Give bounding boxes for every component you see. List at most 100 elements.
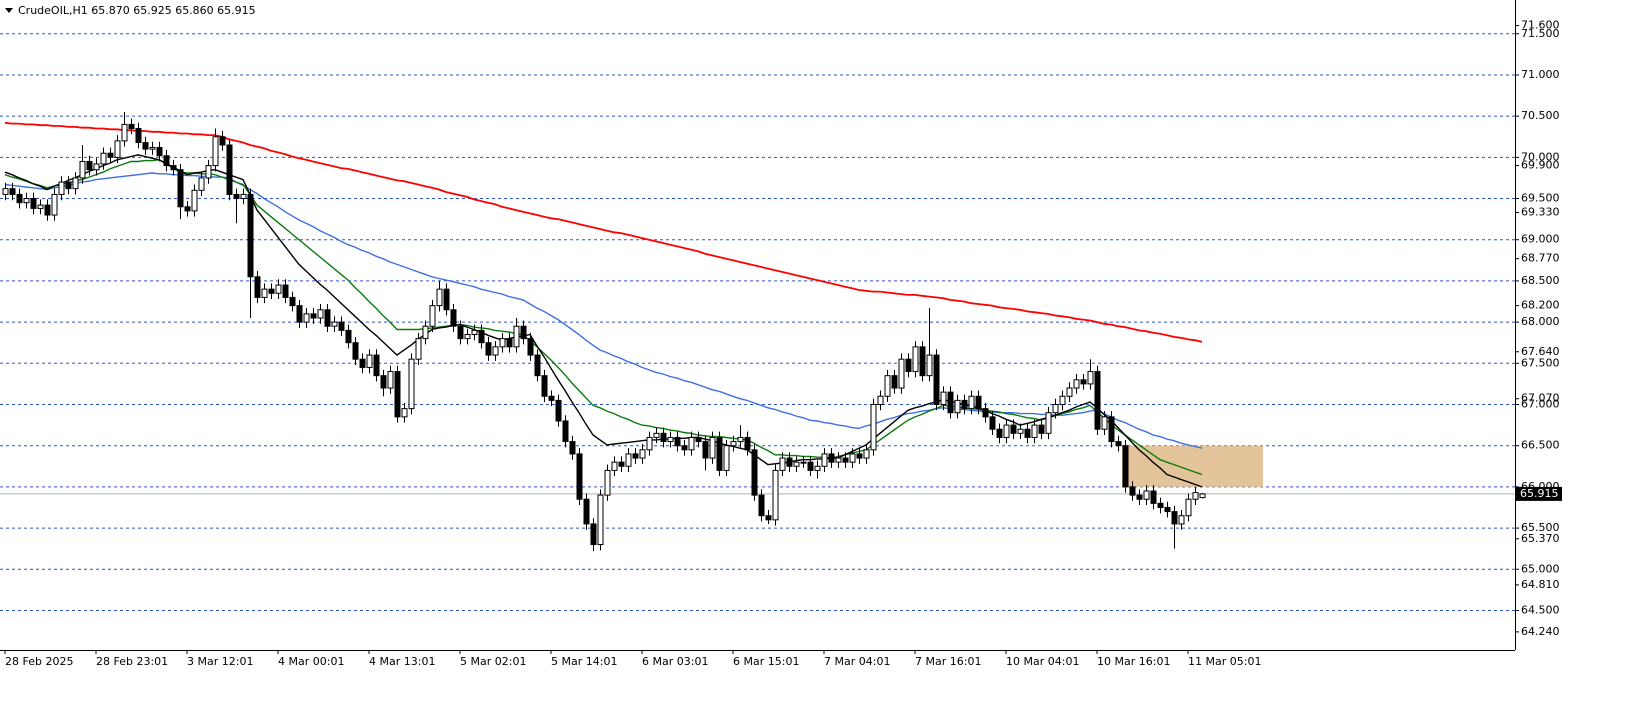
candle-body <box>170 165 177 171</box>
y-tick-label: 71.600 <box>1521 19 1560 32</box>
candle-body <box>646 436 653 451</box>
y-tick-label: 70.000 <box>1521 150 1560 163</box>
y-tick-label: 71.000 <box>1521 68 1560 81</box>
candle-body <box>121 123 128 142</box>
candle-body <box>114 140 121 158</box>
candle-body <box>1171 511 1178 525</box>
candle-body <box>618 461 625 467</box>
candle-body <box>772 469 779 521</box>
y-tick-label: 69.330 <box>1521 206 1560 219</box>
candle-body <box>485 342 492 356</box>
candle-body <box>1010 424 1017 434</box>
candle-body <box>1150 490 1157 504</box>
candle-body <box>877 395 884 405</box>
candle-body <box>212 136 219 167</box>
candle-body <box>23 198 30 204</box>
candle-body <box>604 469 611 496</box>
candle-body <box>1087 371 1094 385</box>
candle-body <box>338 321 345 331</box>
candle-body <box>1157 502 1164 508</box>
candle-body <box>254 276 261 298</box>
y-tick-label: 65.370 <box>1521 532 1560 545</box>
y-tick-label: 65.000 <box>1521 562 1560 575</box>
candle-body <box>863 449 870 459</box>
candle-body <box>303 313 310 323</box>
candle-body <box>912 346 919 373</box>
candle-body <box>30 198 37 209</box>
candle-body <box>562 420 569 443</box>
candle-body <box>513 325 520 348</box>
candle-body <box>1031 424 1038 438</box>
candle-body <box>667 436 674 443</box>
candle-body <box>401 408 408 418</box>
candle-body <box>79 160 86 179</box>
candle-body <box>884 375 891 397</box>
candle-body <box>107 152 114 158</box>
candle-body <box>681 445 688 451</box>
candle-body <box>996 428 1003 438</box>
candle-body <box>660 432 667 443</box>
candle-body <box>1136 494 1143 500</box>
candle-body <box>891 375 898 389</box>
ma-line <box>4 121 1203 343</box>
candle-body <box>198 177 205 191</box>
candle-body <box>828 453 835 463</box>
candle-body <box>807 461 814 471</box>
candle-body <box>541 375 548 397</box>
candle-body <box>583 498 590 525</box>
y-tick-label: 68.000 <box>1521 315 1560 328</box>
candle-body <box>310 313 317 319</box>
candle-body <box>800 461 807 464</box>
candle-body <box>1129 486 1136 496</box>
candle-body <box>933 354 940 405</box>
candle-body <box>163 155 170 167</box>
x-tick-label: 5 Mar 02:01 <box>460 655 526 668</box>
candle-body <box>520 325 527 340</box>
candle-body <box>968 395 975 410</box>
candle-body <box>394 371 401 418</box>
y-tick-label: 69.900 <box>1521 159 1560 172</box>
lines-layer <box>4 121 1203 488</box>
candle-body <box>184 206 191 212</box>
x-tick-label: 10 Mar 04:01 <box>1006 655 1079 668</box>
candle-body <box>1094 371 1101 430</box>
candle-body <box>1024 428 1031 438</box>
candle-body <box>1108 416 1115 443</box>
candle-body <box>478 329 485 344</box>
menu-triangle[interactable] <box>5 8 13 13</box>
candle-body <box>331 321 338 327</box>
candle-body <box>72 177 79 190</box>
candle-body <box>1066 387 1073 397</box>
candle-body <box>947 391 954 414</box>
candle-body <box>730 441 737 447</box>
candle-body <box>156 146 163 157</box>
candle-body <box>786 457 793 467</box>
candle-body <box>492 346 499 356</box>
candle-body <box>422 325 429 340</box>
candle-body <box>870 403 877 451</box>
candle-body <box>44 204 51 216</box>
candle-body <box>849 453 856 463</box>
candle-body <box>366 354 373 368</box>
candle-body <box>282 284 289 298</box>
candle-body <box>93 163 100 171</box>
candle-body <box>219 136 226 146</box>
candles-layer <box>2 112 1206 552</box>
candle-body <box>51 193 58 216</box>
candle-body <box>688 436 695 451</box>
x-tick-label: 6 Mar 15:01 <box>733 655 799 668</box>
x-tick-label: 28 Feb 23:01 <box>96 655 168 668</box>
candle-body <box>590 523 597 546</box>
candle-body <box>898 358 905 389</box>
candle-body <box>506 338 513 348</box>
candle-body <box>149 146 156 150</box>
candle-body <box>135 128 142 144</box>
candle-body <box>926 354 933 377</box>
candle-body <box>919 346 926 377</box>
candle-body <box>765 515 772 521</box>
candle-body <box>233 193 240 200</box>
candle-body <box>275 284 282 294</box>
candle-body <box>793 461 800 467</box>
candle-body <box>2 188 9 195</box>
candle-body <box>499 338 506 348</box>
